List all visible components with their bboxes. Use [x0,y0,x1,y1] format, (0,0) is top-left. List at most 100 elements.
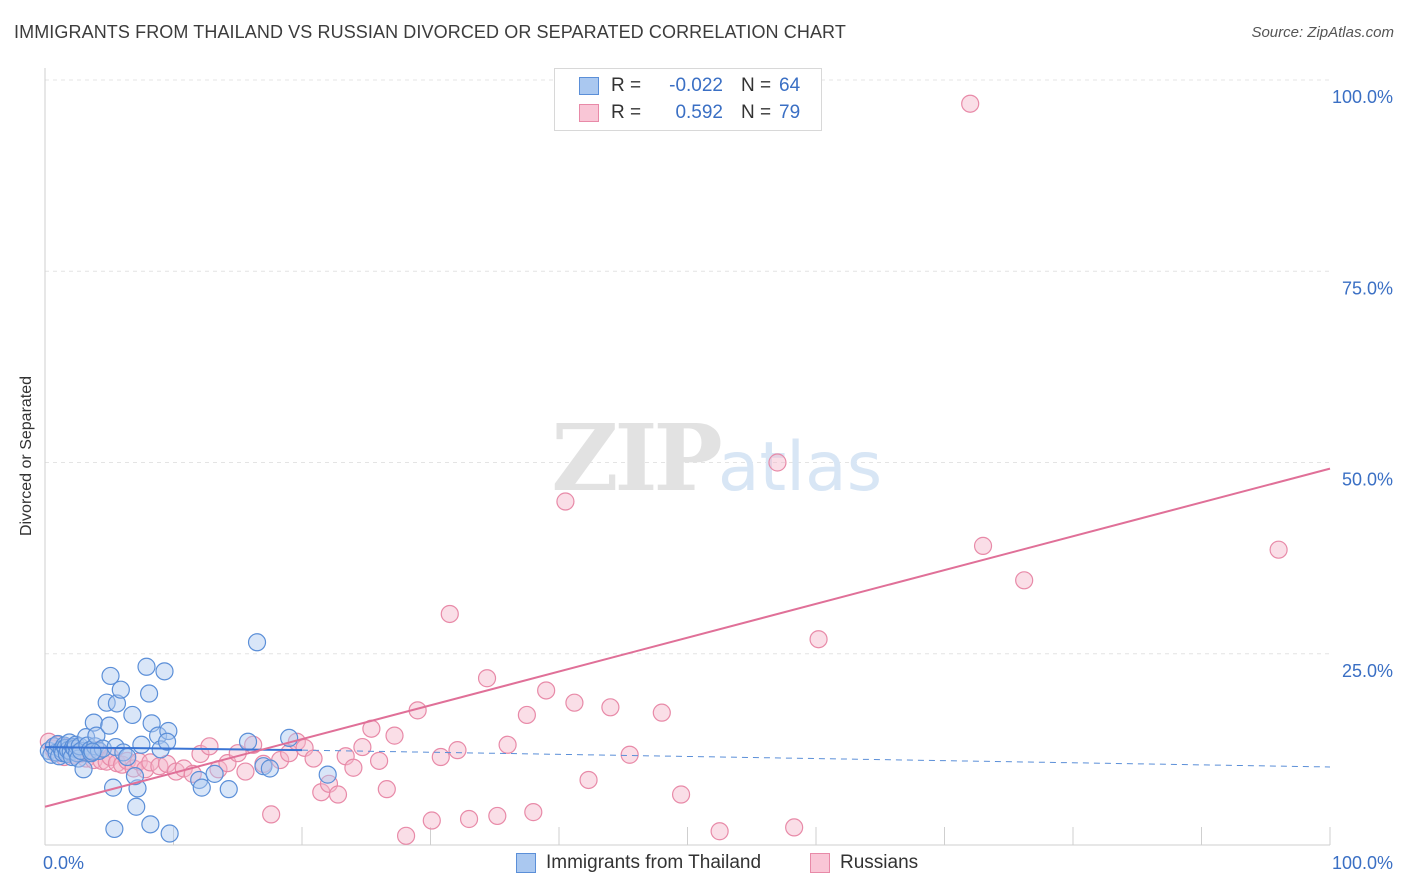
thailand-point [101,666,120,686]
russians-point [448,741,467,760]
thailand-point [105,819,124,839]
russians-point [809,630,828,649]
bottom-legend-russians: Russians [810,852,918,874]
thailand-point [83,742,102,761]
russians-point [537,681,556,700]
tick-labels: 25.0% 50.0% 75.0% 100.0% 0.0% 100.0% [43,87,1393,873]
russians-point [396,826,416,845]
legend-r-value-thailand: -0.022 [669,75,723,96]
russians-point [344,758,363,777]
russians-point [498,735,517,754]
thailand-point [219,780,238,799]
bottom-legend-label-russians: Russians [840,852,919,873]
legend-n-value-thailand: 64 [779,75,801,96]
thailand-point [139,684,159,703]
thailand-point [247,633,267,652]
russians-point [973,536,993,555]
thailand-point [141,815,160,834]
russians-point [328,785,348,804]
russians-point [601,698,620,717]
russians-point [353,737,372,757]
russians-point [440,604,459,624]
thailand-point [123,705,142,725]
legend-n-label: N = [741,102,772,123]
russians-point [236,762,255,781]
russians-point [1015,571,1034,590]
russians-point [370,751,389,770]
legend-swatch-russians [579,104,599,122]
thailand-point [100,716,119,735]
russians-point [200,737,219,756]
russians-point [524,803,543,822]
correlation-legend: R = -0.022 N = 64 R = 0.592 N = 79 [554,68,822,131]
y-tick-label: 100.0% [1332,87,1393,107]
thailand-point [137,657,156,676]
legend-n-label: N = [741,75,772,96]
watermark-atlas: atlas [718,428,882,507]
bottom-legend-thailand: Immigrants from Thailand [516,852,761,874]
russians-point [262,805,281,824]
thailand-point [157,732,177,751]
trend-lines [44,467,1331,808]
russians-point [785,818,804,837]
x-tick-label-max: 100.0% [1332,853,1393,873]
y-tick-label: 75.0% [1342,278,1393,298]
thailand-point [125,767,145,786]
thailand-point [160,824,179,843]
russians-point [431,747,450,767]
russians-point [671,785,691,804]
legend-n-value-russians: 79 [779,102,801,123]
grid-lines [45,79,1330,655]
thailand-point [318,765,337,784]
russians-point [304,749,323,768]
thailand-point [132,735,151,754]
legend-r-label: R = [611,102,642,123]
russians-point [768,453,787,472]
y-tick-label: 25.0% [1342,661,1393,681]
bottom-legend-label-thailand: Immigrants from Thailand [546,852,762,873]
legend-r-label: R = [611,75,642,96]
thailand-point [260,759,279,778]
russians-point [579,770,598,790]
russians-point [477,669,497,688]
thailand-point [238,732,258,751]
x-tick-label-min: 0.0% [43,853,84,873]
thailand-point [127,797,146,816]
thailand-point [155,662,174,681]
watermark-zip: ZIP [551,404,720,512]
legend-r-value-russians: 0.592 [675,102,723,123]
thailand-point [97,693,116,712]
bottom-legend-swatch-thailand [516,853,536,873]
thailand-point [205,764,224,783]
thailand-points [39,633,337,843]
russians-point [710,822,729,841]
russians-point [385,726,404,745]
legend-row-thailand: R = -0.022 N = 64 [579,74,800,98]
chart-title: IMMIGRANTS FROM THAILAND VS RUSSIAN DIVO… [14,22,846,42]
watermark: ZIP atlas [551,404,882,512]
thailand-point [107,694,127,713]
bottom-legend-swatch-russians [810,853,830,873]
russians-point [1269,540,1288,559]
thailand-point [118,747,137,767]
source-label: Source: ZipAtlas.com [1251,24,1394,41]
russians-trend-line [44,467,1331,808]
russians-point [459,809,479,829]
russians-point [556,492,575,511]
russians-point [517,705,536,725]
legend-swatch-thailand [579,77,599,95]
russians-point [652,703,671,722]
y-tick-label: 50.0% [1342,470,1393,490]
russians-point [961,94,980,113]
legend-row-russians: R = 0.592 N = 79 [579,101,800,125]
russians-point [377,780,396,799]
russians-point [488,806,507,826]
thailand-point [148,726,168,745]
axes [44,68,1331,846]
thailand-point [111,680,130,699]
russians-point [565,693,584,712]
thailand-point [74,760,93,779]
russians-point [422,811,441,830]
thailand-point [192,778,211,797]
